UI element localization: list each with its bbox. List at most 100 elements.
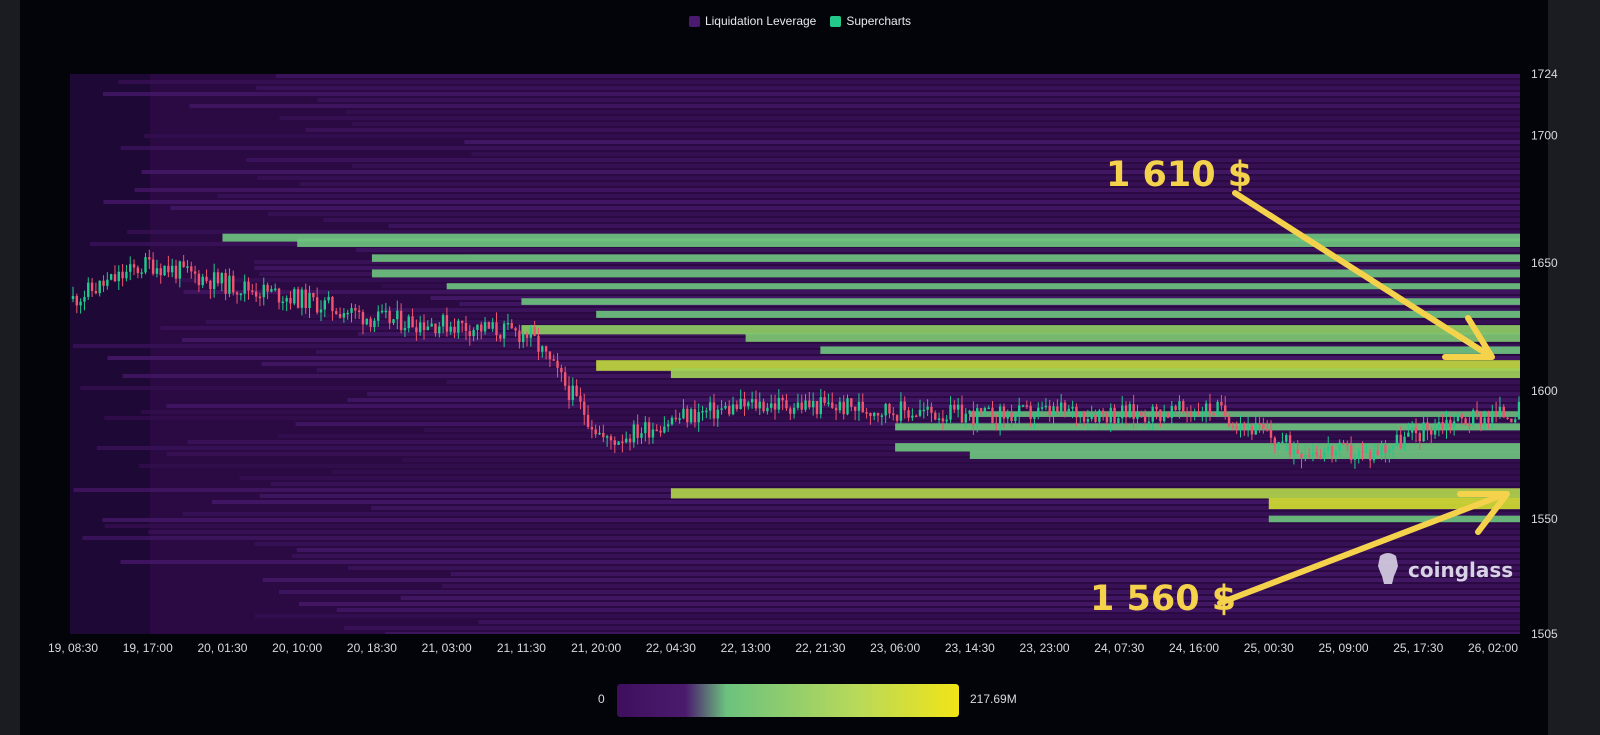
candle-body — [522, 333, 525, 343]
heatmap-stripe — [346, 110, 1520, 114]
heatmap-stripe — [336, 608, 1520, 612]
candle-body — [167, 265, 170, 273]
heatmap-stripe — [383, 308, 1520, 312]
candle-body — [1017, 405, 1021, 415]
candle-body — [1281, 441, 1284, 444]
candle-body — [625, 438, 628, 443]
candle-body — [1029, 405, 1032, 419]
candle-body — [186, 266, 189, 268]
candle-body — [1162, 413, 1166, 422]
heatmap-stripe — [347, 398, 1520, 402]
candle-body — [1231, 426, 1235, 428]
candle-body — [663, 426, 666, 433]
candle-body — [537, 335, 540, 352]
candle-body — [903, 401, 906, 411]
candle-body — [1201, 415, 1204, 417]
candle-body — [873, 412, 876, 417]
candle-body — [617, 441, 620, 445]
candle-body — [1513, 419, 1517, 423]
candle-body — [1288, 435, 1292, 455]
candle-body — [178, 261, 182, 279]
heatmap-stripe — [471, 152, 1520, 156]
heatmap-stripe — [298, 602, 1520, 606]
candle-body — [1407, 432, 1410, 437]
candle-body — [293, 289, 296, 304]
plot-left-dark-region — [70, 74, 150, 634]
candle-body — [747, 402, 750, 407]
liquidation-band — [446, 283, 1520, 290]
heatmap-stripe — [148, 530, 1520, 534]
candle-body — [1426, 422, 1429, 430]
heatmap-stripe — [217, 194, 1520, 198]
candle-body — [594, 429, 597, 435]
x-tick-label: 20, 10:00 — [272, 641, 322, 655]
candle-body — [170, 265, 174, 273]
liquidation-band — [521, 298, 1520, 305]
candle-body — [628, 438, 632, 443]
heatmap-stripe — [323, 218, 1520, 222]
candle-body — [1048, 405, 1051, 416]
candle-body — [598, 432, 601, 435]
candle-body — [941, 418, 945, 422]
candle-body — [384, 310, 388, 313]
candle-body — [1136, 412, 1139, 419]
candle-body — [739, 398, 742, 410]
color-scale-bar — [617, 684, 959, 717]
candle-body — [1388, 448, 1391, 453]
annotation-label-1610: 1 610 $ — [1106, 155, 1252, 195]
candle-body — [1056, 406, 1059, 412]
candle-body — [296, 289, 300, 308]
candle-body — [697, 412, 700, 423]
candle-body — [647, 422, 651, 438]
candle-body — [182, 261, 185, 267]
y-tick-label: 1600 — [1531, 384, 1558, 398]
annotation-label-1560: 1 560 $ — [1090, 579, 1236, 619]
heatmap-stripe — [343, 626, 1520, 630]
candle-body — [785, 400, 788, 409]
candle-body — [1273, 437, 1277, 445]
candle-body — [1319, 455, 1322, 459]
legend-item-supercharts[interactable]: Supercharts — [830, 12, 911, 30]
heatmap-stripe — [296, 548, 1520, 552]
candle-body — [174, 265, 178, 279]
heatmap-stripe — [446, 380, 1520, 384]
candle-body — [575, 385, 578, 396]
candle-body — [686, 408, 689, 423]
candle-body — [670, 417, 674, 425]
candle-body — [243, 281, 246, 294]
candle-body — [842, 401, 845, 415]
candle-body — [605, 436, 609, 438]
candle-body — [75, 295, 79, 306]
candle-body — [1460, 414, 1463, 419]
candle-body — [251, 290, 254, 292]
heatmap-stripe — [140, 410, 1520, 414]
candle-body — [567, 385, 571, 400]
heatmap-stripe — [102, 518, 1520, 522]
candle-body — [1422, 422, 1425, 442]
candle-body — [1113, 407, 1116, 423]
candle-body — [1277, 442, 1280, 445]
price-candles — [71, 249, 1520, 469]
candle-body — [1250, 426, 1254, 435]
color-scale-min-label: 0 — [598, 692, 605, 706]
candle-body — [964, 413, 967, 423]
candle-body — [453, 326, 456, 333]
candle-body — [403, 328, 407, 331]
heatmap-stripe — [450, 572, 1520, 576]
heatmap-stripe — [478, 620, 1520, 624]
heatmap-stripe — [270, 482, 1520, 486]
candle-body — [87, 282, 90, 297]
liquidation-band — [1268, 515, 1520, 523]
candle-body — [735, 404, 739, 410]
candle-body — [79, 301, 82, 306]
candle-body — [1292, 449, 1296, 455]
legend-item-liquidation[interactable]: Liquidation Leverage — [688, 12, 816, 30]
candle-body — [930, 406, 933, 413]
x-tick-label: 21, 03:00 — [422, 641, 472, 655]
candle-body — [541, 346, 544, 352]
x-tick-label: 19, 17:00 — [123, 641, 173, 655]
candle-body — [94, 291, 98, 294]
candle-body — [1128, 404, 1132, 418]
liquidation-band — [521, 325, 1520, 335]
